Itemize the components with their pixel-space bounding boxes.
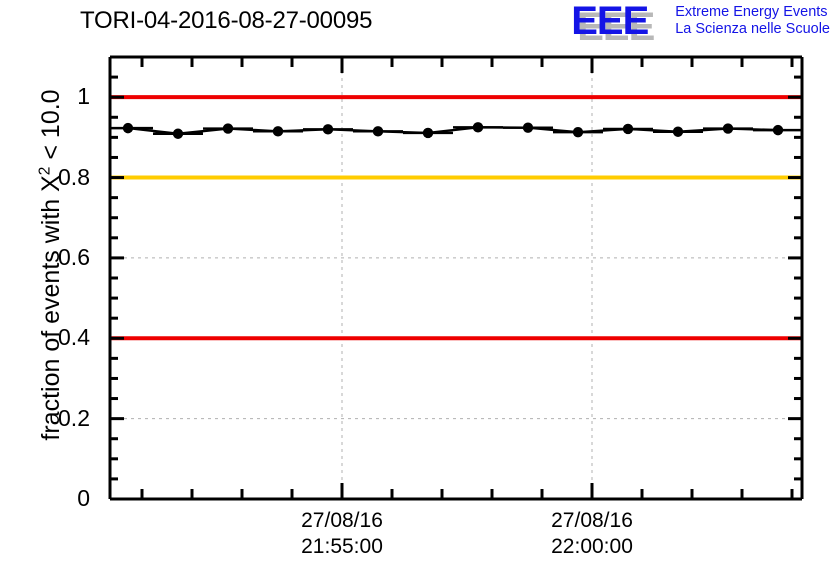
data-point[interactable] — [672, 126, 684, 137]
data-point[interactable] — [322, 124, 334, 135]
data-point[interactable] — [572, 126, 584, 138]
data-point[interactable] — [772, 124, 784, 136]
y-tick-label: 1 — [77, 83, 90, 110]
data-point[interactable] — [372, 126, 384, 137]
data-point[interactable] — [522, 122, 534, 133]
x-tick-label: 27/08/16 22:00:00 — [502, 508, 682, 560]
x-tick-label-date: 27/08/16 — [301, 509, 383, 532]
x-tick-label-time: 22:00:00 — [551, 535, 633, 558]
y-tick-label: 0.2 — [58, 404, 90, 431]
axis-frame — [108, 55, 804, 501]
y-tick-label: 0.4 — [58, 324, 90, 351]
reference-lines — [110, 95, 802, 341]
eee-logo-line2: La Scienza nelle Scuole — [675, 21, 830, 37]
y-tick-label: 0.6 — [58, 243, 90, 270]
eee-logo-caption: Extreme Energy Events La Scienza nelle S… — [675, 2, 830, 38]
eee-logo-line1: Extreme Energy Events — [675, 4, 828, 20]
data-point[interactable] — [222, 123, 234, 134]
data-point[interactable] — [622, 123, 634, 135]
y-tick-label: 0.8 — [58, 163, 90, 190]
data-point-markers — [122, 122, 784, 139]
data-point[interactable] — [422, 127, 434, 139]
eee-logo-mark: EEE EEE — [571, 0, 669, 47]
eee-logo-main-text: EEE — [571, 0, 649, 43]
data-point[interactable] — [272, 126, 284, 137]
eee-logo: EEE EEE Extreme Energy Events La Scienza… — [571, 0, 830, 47]
gridlines — [110, 57, 802, 499]
x-tick-label-time: 21:55:00 — [301, 535, 383, 558]
data-point[interactable] — [472, 122, 484, 133]
page-title: TORI-04-2016-08-27-00095 — [80, 7, 373, 34]
data-point[interactable] — [122, 122, 134, 134]
x-tick-label: 27/08/16 21:55:00 — [252, 508, 432, 560]
y-tick-label: 0 — [77, 485, 90, 511]
eee-logo-shadow-text: EEE — [577, 5, 655, 49]
data-point[interactable] — [172, 128, 184, 139]
data-point[interactable] — [722, 123, 734, 134]
x-tick-label-date: 27/08/16 — [551, 509, 633, 532]
axis-ticks — [110, 57, 802, 501]
